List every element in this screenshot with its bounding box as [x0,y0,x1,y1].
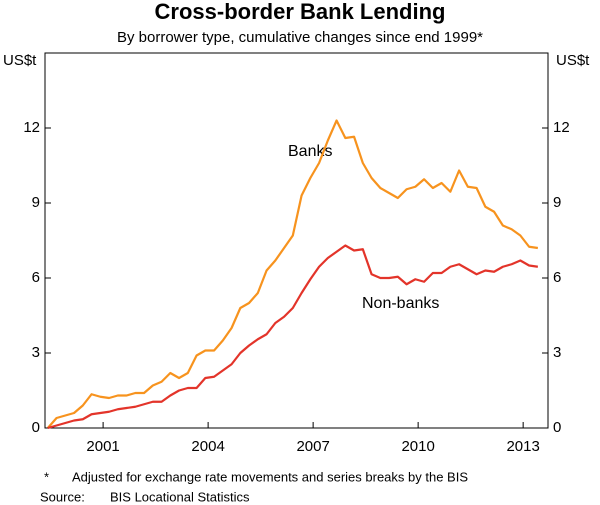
source: BIS Locational Statistics [110,489,250,504]
y2-tick-label: 12 [553,119,570,136]
footnote: Adjusted for exchange rate movements and… [72,469,468,484]
x-tick-label: 2007 [296,438,329,455]
y-tick-label: 6 [32,269,40,286]
footnote-marker: * [44,469,49,484]
y-tick-label: 0 [32,419,40,436]
y2-tick-label: 9 [553,194,561,211]
chart-title: Cross-border Bank Lending [155,0,446,24]
y2-axis-label: US$t [556,52,590,69]
y2-tick-label: 6 [553,269,561,286]
series-label: Non-banks [362,295,439,312]
chart-subtitle: By borrower type, cumulative changes sin… [117,29,483,46]
x-tick-label: 2013 [506,438,539,455]
plot-frame [44,52,549,429]
y-tick-label: 9 [32,194,40,211]
y-axis-label: US$t [3,52,37,69]
source-label: Source: [40,489,85,504]
y-tick-label: 12 [23,119,40,136]
series-line [46,119,539,429]
x-tick-label: 2010 [401,438,434,455]
y2-tick-label: 3 [553,344,561,361]
x-tick-label: 2004 [191,438,224,455]
y2-tick-label: 0 [553,419,561,436]
x-tick-label: 2001 [86,438,119,455]
series-line [47,244,539,430]
y-tick-label: 3 [32,344,40,361]
